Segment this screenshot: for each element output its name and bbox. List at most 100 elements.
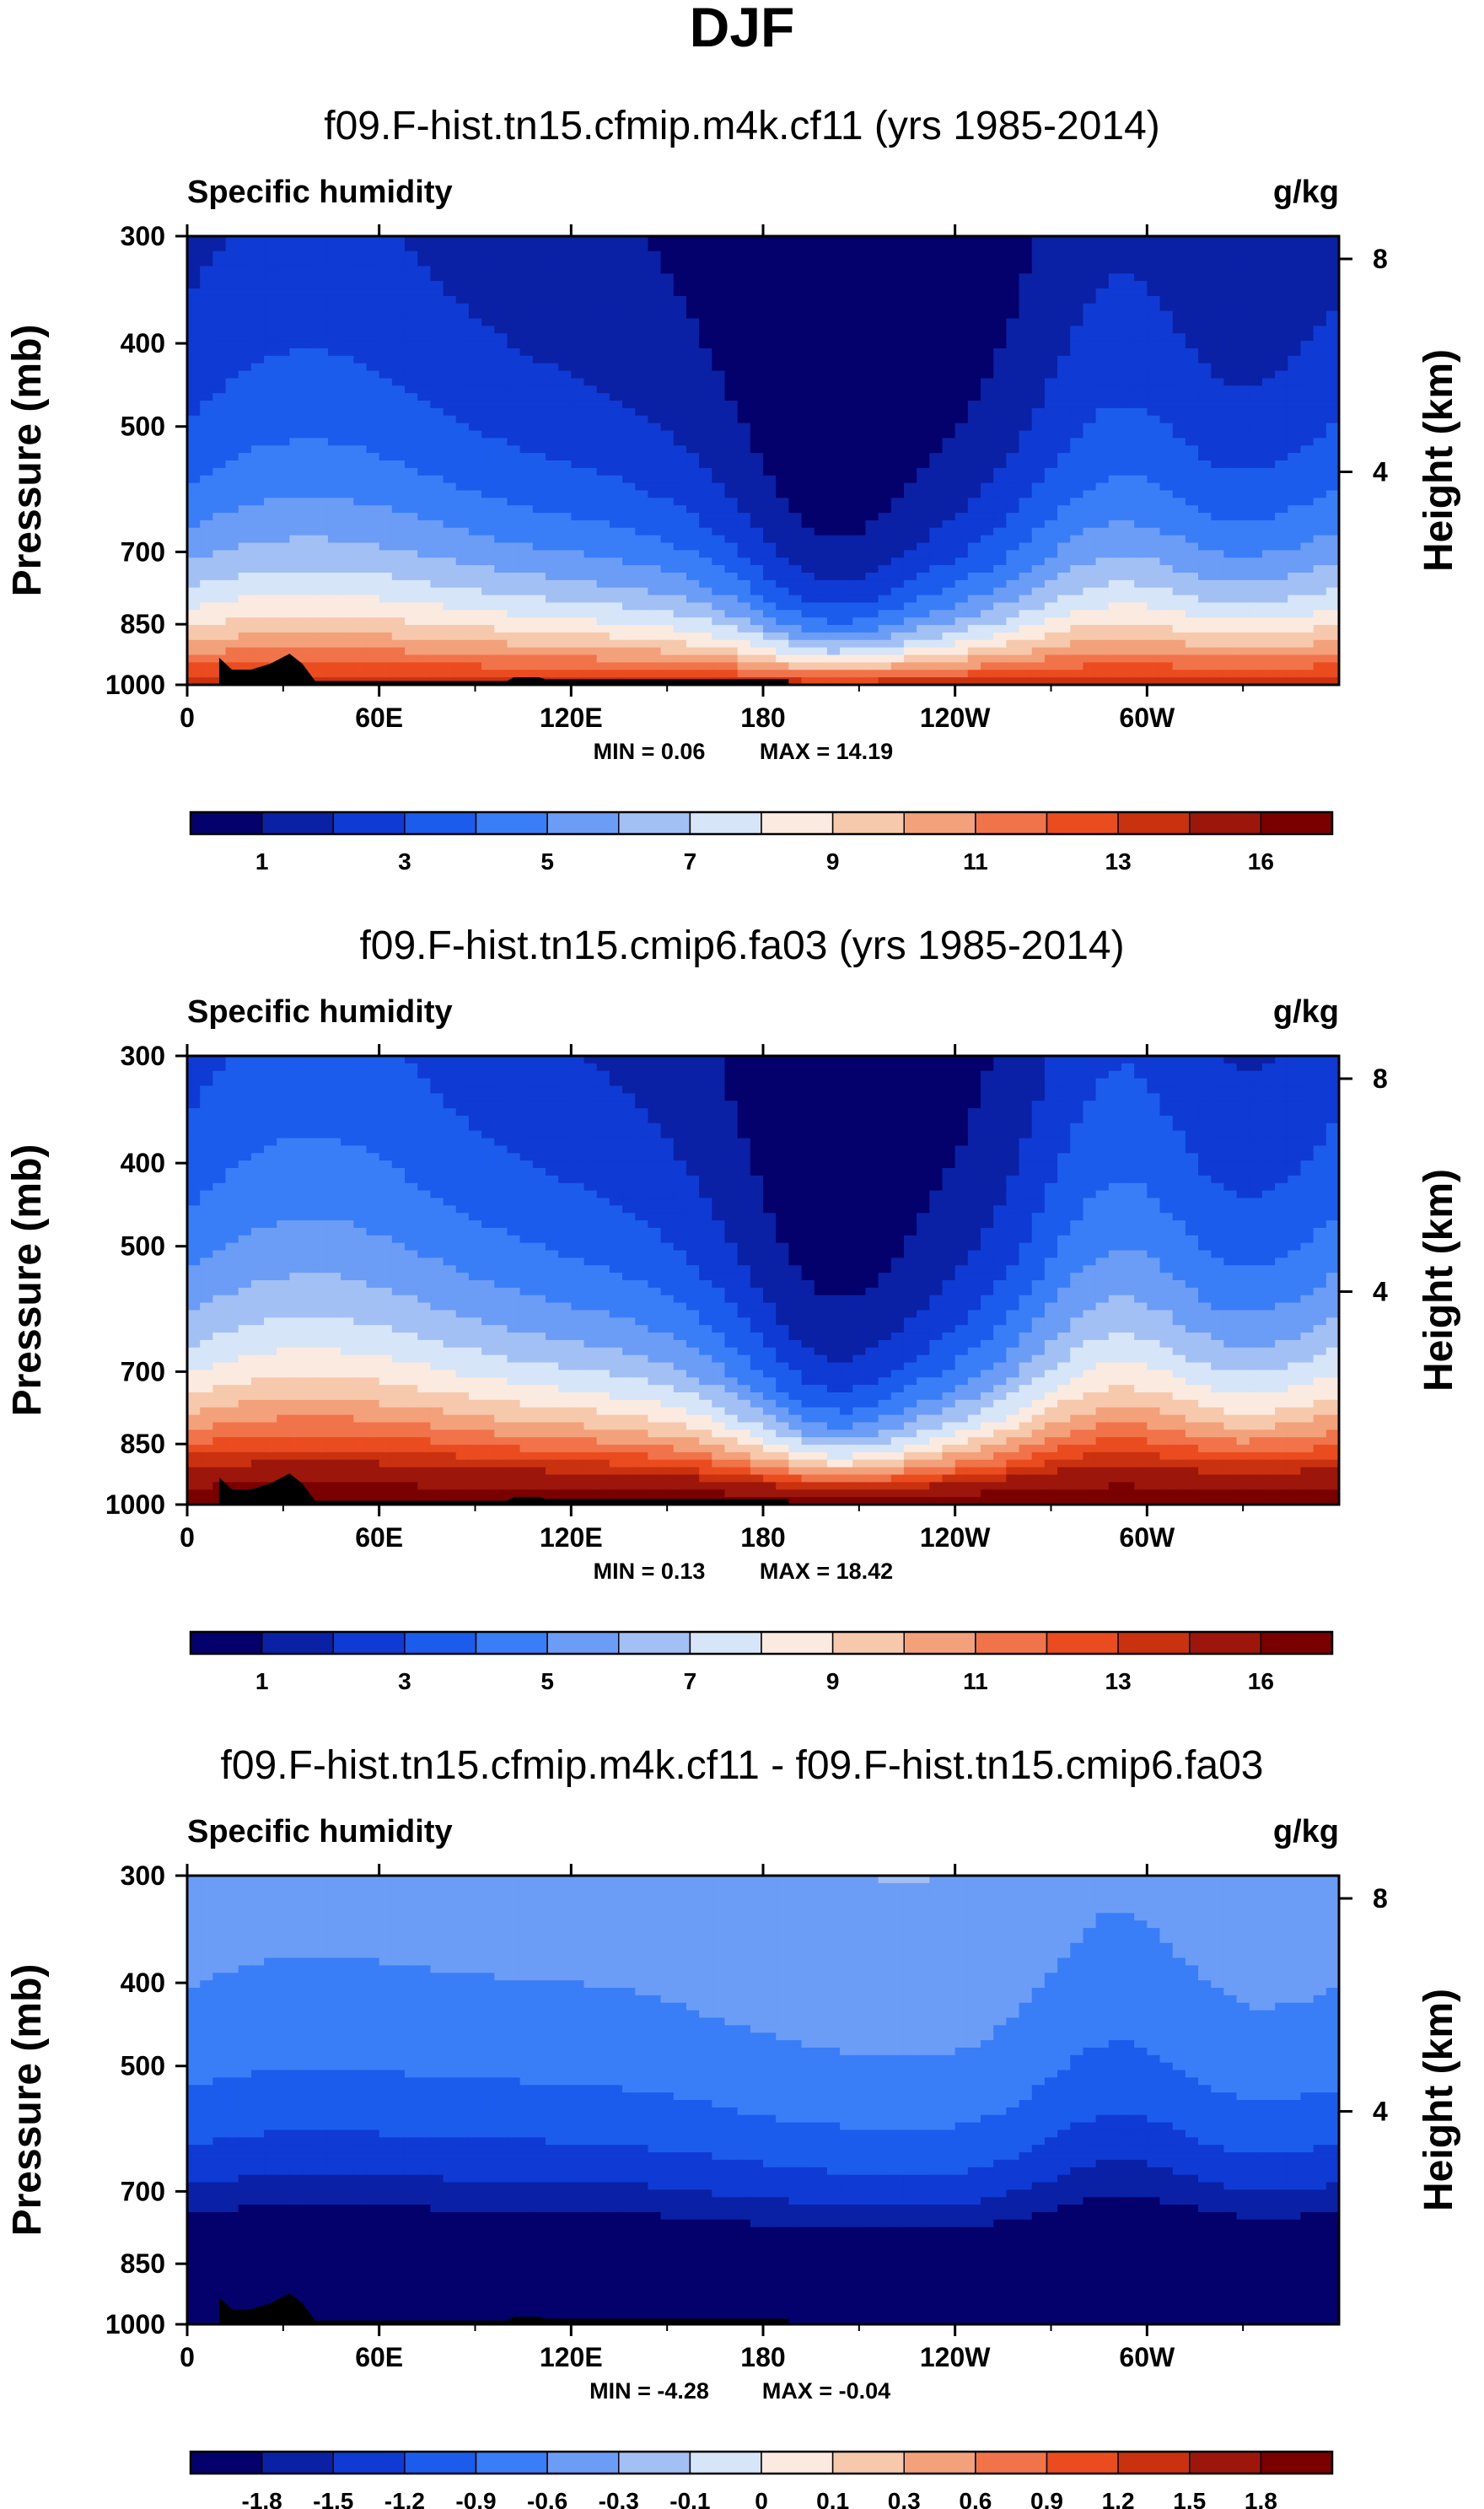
heatmap-cell	[801, 401, 815, 409]
heatmap-cell	[981, 453, 994, 461]
heatmap-cell	[315, 579, 329, 589]
heatmap-cell	[1275, 602, 1288, 611]
heatmap-cell	[583, 482, 598, 492]
heatmap-cell	[250, 385, 265, 394]
heatmap-cell	[776, 453, 789, 461]
heatmap-cell	[814, 505, 828, 514]
heatmap-cell	[660, 647, 675, 656]
heatmap-cell	[737, 266, 751, 274]
heatmap-cell	[788, 250, 803, 260]
heatmap-cell	[238, 243, 252, 252]
heatmap-cell	[954, 535, 969, 544]
heatmap-cell	[379, 453, 393, 461]
heatmap-cell	[1044, 385, 1058, 394]
heatmap-cell	[341, 639, 354, 649]
heatmap-cell	[660, 341, 675, 349]
heatmap-cell	[405, 542, 418, 551]
heatmap-cell	[660, 445, 675, 454]
heatmap-cell	[417, 617, 431, 626]
heatmap-cell	[277, 513, 291, 521]
heatmap-cell	[494, 407, 508, 417]
heatmap-cell	[852, 273, 867, 282]
heatmap-cell	[776, 617, 789, 626]
heatmap-cell	[724, 639, 739, 649]
heatmap-cell	[277, 236, 291, 245]
heatmap-cell	[1313, 550, 1327, 558]
heatmap-cell	[558, 467, 572, 476]
heatmap-cell	[801, 505, 815, 514]
heatmap-cell	[596, 445, 610, 454]
heatmap-cell	[455, 348, 470, 357]
heatmap-cell	[878, 535, 892, 544]
heatmap-cell	[865, 602, 879, 611]
heatmap-cell	[1172, 295, 1186, 304]
heatmap-cell	[993, 602, 1007, 611]
heatmap-cell	[1044, 430, 1058, 439]
heatmap-cell	[494, 460, 508, 469]
heatmap-cell	[673, 595, 687, 604]
heatmap-cell	[954, 490, 969, 498]
heatmap-cell	[878, 355, 892, 364]
heatmap-cell	[571, 236, 585, 245]
heatmap-cell	[1134, 378, 1148, 386]
heatmap-cell	[1019, 370, 1033, 380]
heatmap-cell	[917, 467, 930, 476]
heatmap-cell	[1223, 625, 1238, 633]
heatmap-cell	[1159, 467, 1174, 476]
heatmap-cell	[917, 348, 930, 357]
heatmap-cell	[277, 385, 291, 394]
heatmap-cell	[277, 475, 291, 484]
heatmap-cell	[1261, 639, 1276, 649]
heatmap-cell	[1211, 370, 1224, 380]
heatmap-cell	[200, 355, 213, 364]
heatmap-cell	[1275, 617, 1288, 626]
heatmap-cell	[1083, 258, 1097, 267]
heatmap-cell	[468, 401, 482, 409]
heatmap-cell	[724, 370, 739, 380]
heatmap-cell	[993, 505, 1007, 514]
heatmap-cell	[430, 438, 444, 446]
heatmap-cell	[1198, 393, 1212, 401]
heatmap-cell	[826, 617, 841, 626]
heatmap-cell	[1325, 378, 1340, 386]
heatmap-cell	[788, 475, 803, 484]
heatmap-cell	[443, 505, 457, 514]
heatmap-cell	[327, 370, 341, 380]
heatmap-cell	[1070, 401, 1084, 409]
heatmap-cell	[903, 318, 917, 326]
heatmap-cell	[391, 295, 406, 304]
heatmap-cell	[583, 610, 598, 618]
heatmap-cell	[1275, 632, 1288, 641]
heatmap-cell	[1249, 303, 1263, 312]
heatmap-cell	[264, 505, 277, 514]
heatmap-cell	[1172, 482, 1186, 492]
heatmap-cell	[353, 602, 368, 611]
heatmap-cell	[366, 326, 380, 334]
heatmap-cell	[1185, 550, 1199, 558]
heatmap-cell	[212, 557, 227, 566]
heatmap-cell	[417, 378, 431, 386]
heatmap-cell	[1313, 393, 1327, 401]
heatmap-cell	[1057, 370, 1071, 380]
heatmap-cell	[852, 430, 867, 439]
heatmap-cell	[1172, 341, 1186, 349]
heatmap-cell	[724, 520, 739, 529]
heatmap-cell	[878, 527, 892, 536]
heatmap-cell	[1159, 602, 1174, 611]
heatmap-cell	[532, 467, 546, 476]
heatmap-cell	[1211, 625, 1224, 633]
heatmap-cell	[788, 348, 803, 357]
heatmap-cell	[609, 602, 623, 611]
heatmap-cell	[1147, 303, 1161, 312]
heatmap-cell	[315, 430, 329, 439]
heatmap-cell	[430, 520, 444, 529]
heatmap-cell	[545, 258, 559, 267]
heatmap-cell	[840, 370, 853, 380]
heatmap-cell	[763, 542, 777, 551]
heatmap-cell	[1159, 490, 1174, 498]
heatmap-cell	[686, 579, 700, 589]
heatmap-cell	[1057, 557, 1071, 566]
heatmap-cell	[1249, 595, 1263, 604]
heatmap-cell	[1172, 258, 1186, 267]
heatmap-cell	[1006, 341, 1020, 349]
